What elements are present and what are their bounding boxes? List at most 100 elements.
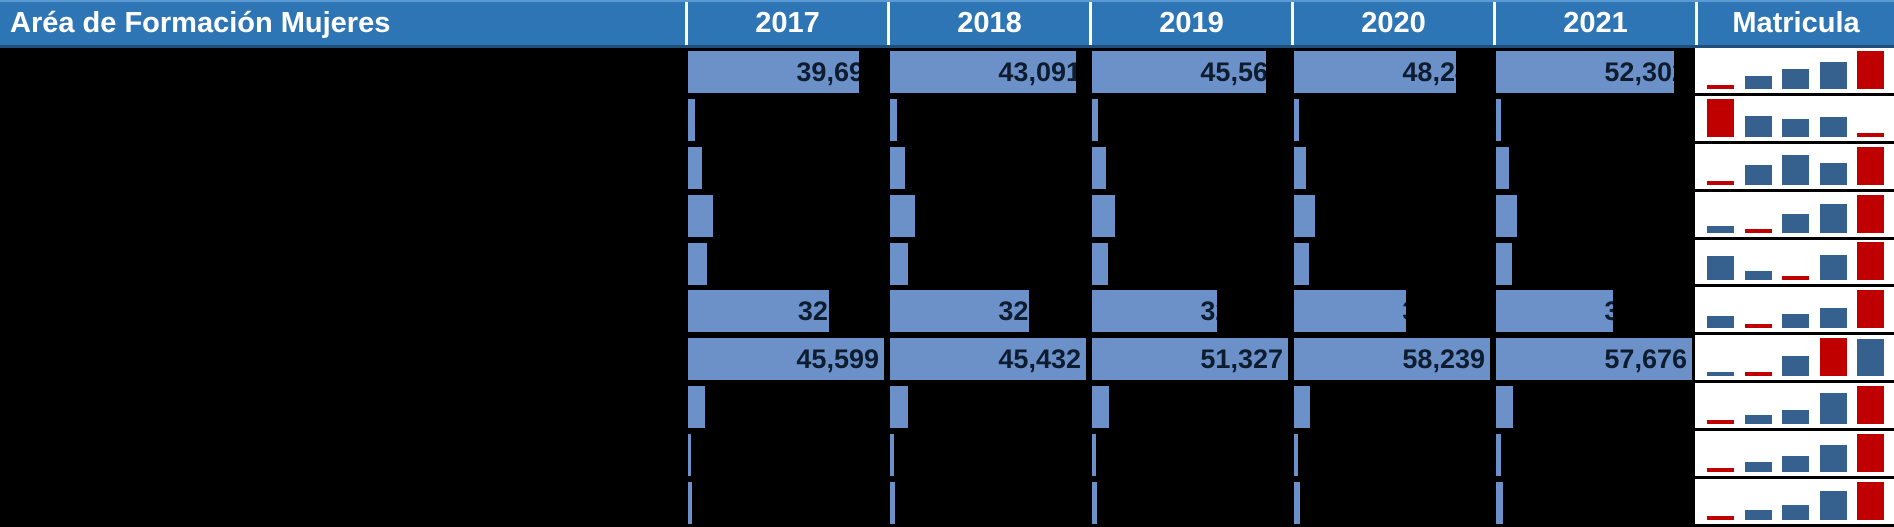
databar-cell-2020[interactable]: 6,118 — [1291, 191, 1493, 240]
databar-cell-2020[interactable]: 4,806 — [1291, 383, 1493, 432]
table-row: 3,214 3,468 3,621 3,495 3,752 — [0, 143, 1894, 192]
databar-cell-2021[interactable]: 4,602 — [1493, 239, 1695, 288]
header-year-2021[interactable]: 2021 — [1493, 2, 1695, 45]
databar-cell-2019[interactable]: 1,019 — [1089, 431, 1291, 480]
databar-cell-2018[interactable]: 4,287 — [887, 239, 1089, 288]
databar-cell-2019[interactable]: 3,621 — [1089, 143, 1291, 192]
sparkline-bar — [1782, 504, 1809, 520]
matricula-sparkline-cell[interactable] — [1695, 431, 1894, 480]
cell-value: 4,806 — [1294, 386, 1310, 428]
databar-cell-2017[interactable]: 4,052 — [685, 383, 887, 432]
databar-cell-2020[interactable]: 33,247 — [1291, 287, 1493, 336]
matricula-sparkline-cell[interactable] — [1695, 48, 1894, 96]
row-label-cell[interactable] — [0, 383, 685, 432]
header-area-cell[interactable]: Aréa de Formación Mujeres — [0, 2, 685, 45]
databar: 6,259 — [1496, 194, 1517, 237]
databar-cell-2020[interactable]: 1,247 — [1291, 431, 1493, 480]
databar: 57,676 — [1496, 338, 1692, 381]
sparkline-bar — [1744, 75, 1772, 89]
databar-cell-2020[interactable]: 3,495 — [1291, 143, 1493, 192]
databar-cell-2020[interactable]: 1,803 — [1291, 479, 1493, 527]
cell-value: 881 — [890, 434, 894, 476]
sparkline-bar — [1819, 393, 1847, 425]
databar-cell-2021[interactable]: 34,519 — [1493, 287, 1695, 336]
sparkline-bar — [1744, 415, 1772, 425]
cell-value: 3,752 — [1496, 147, 1509, 189]
header-year-2018[interactable]: 2018 — [887, 2, 1089, 45]
databar-cell-2018[interactable]: 3,468 — [887, 143, 1089, 192]
databar-cell-2017[interactable]: 45,599 — [685, 335, 887, 384]
row-label-cell[interactable] — [0, 239, 685, 288]
databar-cell-2018[interactable]: 32,143 — [887, 287, 1089, 336]
databar-cell-2017[interactable]: 968 — [685, 479, 887, 527]
databar-cell-2021[interactable]: 3,752 — [1493, 143, 1695, 192]
row-label-cell[interactable] — [0, 191, 685, 240]
databar-cell-2021[interactable]: 2,106 — [1493, 479, 1695, 527]
databar-cell-2021[interactable]: 1,387 — [1493, 95, 1695, 144]
databar-cell-2018[interactable]: 45,432 — [887, 335, 1089, 384]
row-label-cell[interactable] — [0, 143, 685, 192]
databar-cell-2019[interactable]: 45,563 — [1089, 48, 1291, 96]
header-year-2017[interactable]: 2017 — [685, 2, 887, 45]
databar: 4,602 — [1496, 242, 1512, 285]
databar-cell-2020[interactable]: 4,455 — [1291, 239, 1493, 288]
databar-cell-2019[interactable]: 1,498 — [1089, 95, 1291, 144]
databar-cell-2017[interactable]: 3,214 — [685, 143, 887, 192]
matricula-sparkline-cell[interactable] — [1695, 143, 1894, 192]
header-matricula-cell[interactable]: Matricula — [1695, 2, 1894, 45]
databar: 968 — [688, 482, 692, 525]
databar-cell-2021[interactable]: 5,014 — [1493, 383, 1695, 432]
sparkline-bar — [1819, 116, 1847, 137]
databar-cell-2019[interactable]: 1,332 — [1089, 479, 1291, 527]
databar-cell-2018[interactable]: 5,714 — [887, 191, 1089, 240]
databar-cell-2017[interactable]: 1,652 — [685, 95, 887, 144]
databar-cell-2019[interactable]: 4,231 — [1089, 239, 1291, 288]
databar-cell-2018[interactable]: 4,183 — [887, 383, 1089, 432]
databar-cell-2017[interactable]: 32,711 — [685, 287, 887, 336]
databar-cell-2017[interactable]: 4,452 — [685, 239, 887, 288]
sparkline-min-bar — [1744, 324, 1772, 329]
matricula-sparkline-cell[interactable] — [1695, 191, 1894, 240]
cell-value: 754 — [688, 434, 691, 476]
databar-cell-2020[interactable]: 58,239 — [1291, 335, 1493, 384]
databar-cell-2019[interactable]: 5,952 — [1089, 191, 1291, 240]
row-label-cell[interactable] — [0, 95, 685, 144]
cell-value: 43,091 — [998, 57, 1076, 87]
databar-cell-2017[interactable]: 754 — [685, 431, 887, 480]
databar-cell-2021[interactable]: 57,676 — [1493, 335, 1695, 384]
matricula-sparkline-cell[interactable] — [1695, 287, 1894, 336]
matricula-sparkline-cell[interactable] — [1695, 479, 1894, 527]
databar-cell-2017[interactable]: 5,763 — [685, 191, 887, 240]
databar-cell-2021[interactable]: 1,496 — [1493, 431, 1695, 480]
databar-cell-2018[interactable]: 881 — [887, 431, 1089, 480]
databar-cell-2021[interactable]: 52,302 — [1493, 48, 1695, 96]
row-label-cell[interactable] — [0, 479, 685, 527]
databar: 32,855 — [1092, 290, 1217, 333]
header-year-2019[interactable]: 2019 — [1089, 2, 1291, 45]
matricula-sparkline-cell[interactable] — [1695, 95, 1894, 144]
databar-cell-2020[interactable]: 1,511 — [1291, 95, 1493, 144]
row-label-cell[interactable] — [0, 287, 685, 336]
databar-cell-2021[interactable]: 6,259 — [1493, 191, 1695, 240]
cell-value: 6,118 — [1294, 195, 1315, 237]
databar: 754 — [688, 434, 691, 477]
databar-cell-2020[interactable]: 48,244 — [1291, 48, 1493, 96]
databar-cell-2017[interactable]: 39,694 — [685, 48, 887, 96]
sparkline-bar — [1782, 456, 1809, 473]
row-label-cell[interactable] — [0, 335, 685, 384]
databar-cell-2018[interactable]: 1,523 — [887, 95, 1089, 144]
matricula-sparkline-cell[interactable] — [1695, 335, 1894, 384]
header-year-2020[interactable]: 2020 — [1291, 2, 1493, 45]
databar-cell-2019[interactable]: 4,327 — [1089, 383, 1291, 432]
databar-cell-2019[interactable]: 32,855 — [1089, 287, 1291, 336]
databar-cell-2019[interactable]: 51,327 — [1089, 335, 1291, 384]
row-label-cell[interactable] — [0, 48, 685, 96]
matricula-sparkline-cell[interactable] — [1695, 239, 1894, 288]
databar-cell-2018[interactable]: 43,091 — [887, 48, 1089, 96]
databar: 4,452 — [688, 242, 707, 285]
matricula-sparkline-cell[interactable] — [1695, 383, 1894, 432]
row-label-cell[interactable] — [0, 431, 685, 480]
cell-value: 1,803 — [1294, 482, 1300, 524]
sparkline-bar — [1782, 118, 1809, 137]
databar-cell-2018[interactable]: 1,154 — [887, 479, 1089, 527]
